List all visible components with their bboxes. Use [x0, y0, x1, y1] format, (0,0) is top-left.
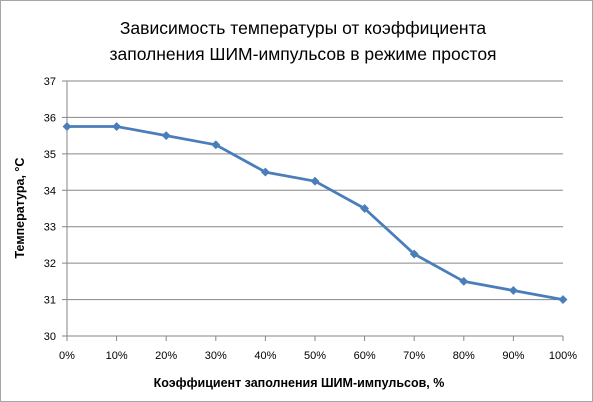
x-tick-label: 100%	[549, 350, 577, 362]
data-point	[310, 176, 320, 186]
axes	[66, 81, 564, 341]
data-point	[161, 131, 171, 141]
x-tick-label: 40%	[254, 350, 276, 362]
chart-title-line-1: Зависимость температуры от коэффициента	[120, 18, 487, 38]
x-tick-label: 90%	[502, 350, 524, 362]
x-tick-label: 60%	[354, 350, 376, 362]
y-tick-label: 31	[44, 295, 56, 307]
gridlines	[62, 80, 563, 337]
series-layer	[62, 121, 568, 305]
data-point	[558, 295, 568, 305]
chart-title-line-2: заполнения ШИМ-импульсов в режиме просто…	[109, 44, 496, 64]
data-point	[508, 285, 518, 296]
y-tick-label: 32	[44, 258, 56, 270]
data-point	[112, 121, 122, 132]
y-tick-label: 35	[44, 149, 56, 161]
data-point	[62, 121, 72, 132]
x-tick-label: 70%	[403, 350, 425, 362]
y-tick-label: 30	[44, 331, 56, 343]
y-tick-label: 33	[44, 222, 56, 234]
y-tick-label: 37	[44, 76, 56, 88]
x-tick-label: 0%	[59, 350, 75, 362]
x-tick-label: 20%	[155, 350, 177, 362]
x-tick-label: 30%	[205, 350, 227, 362]
data-point	[459, 276, 469, 286]
x-tick-label: 50%	[304, 350, 326, 362]
series-line	[65, 125, 565, 301]
y-tick-label: 34	[44, 185, 56, 197]
x-tick-labels: 0% 10% 20% 30% 40% 50% 60% 70% 80% 90% 100%	[59, 350, 577, 362]
data-point	[360, 203, 370, 214]
x-axis-title: Коэффициент заполнения ШИМ-импульсов, %	[154, 376, 445, 390]
data-point	[409, 249, 419, 259]
y-tick-label: 36	[44, 112, 56, 124]
y-axis-title: Температура, °С	[13, 158, 27, 259]
data-point	[260, 167, 270, 177]
y-tick-labels: 30 31 32 33 34 35 36 37	[44, 76, 56, 343]
data-point	[211, 140, 221, 150]
x-tick-label: 80%	[453, 350, 475, 362]
x-tick-label: 10%	[106, 350, 128, 362]
